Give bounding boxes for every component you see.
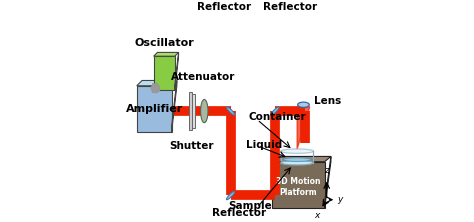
Text: Oscillator: Oscillator <box>134 38 194 48</box>
Text: Amplifier: Amplifier <box>126 104 183 114</box>
Polygon shape <box>172 81 177 132</box>
Text: x: x <box>314 211 319 220</box>
Ellipse shape <box>227 107 235 115</box>
FancyBboxPatch shape <box>189 92 192 130</box>
Polygon shape <box>175 52 179 90</box>
Text: y: y <box>337 195 343 204</box>
Ellipse shape <box>271 107 279 115</box>
Ellipse shape <box>281 149 313 153</box>
Text: Reflector: Reflector <box>197 2 251 12</box>
FancyBboxPatch shape <box>192 94 195 128</box>
Text: 3D Motion
Platform: 3D Motion Platform <box>276 177 320 197</box>
FancyBboxPatch shape <box>154 56 175 90</box>
Text: Reflector: Reflector <box>212 208 266 218</box>
Text: Shutter: Shutter <box>169 141 214 151</box>
Text: Liquid: Liquid <box>246 140 283 150</box>
Ellipse shape <box>298 102 309 107</box>
Polygon shape <box>137 81 177 86</box>
Text: Attenuator: Attenuator <box>171 71 236 81</box>
Text: Container: Container <box>248 112 306 122</box>
Polygon shape <box>154 52 179 56</box>
Ellipse shape <box>281 161 313 165</box>
Ellipse shape <box>283 158 311 161</box>
Polygon shape <box>272 157 331 162</box>
Polygon shape <box>297 107 310 149</box>
Text: Reflector: Reflector <box>263 2 317 12</box>
Ellipse shape <box>201 99 208 123</box>
FancyBboxPatch shape <box>272 162 325 208</box>
Text: z: z <box>324 166 329 175</box>
Ellipse shape <box>227 191 235 200</box>
FancyBboxPatch shape <box>137 86 172 132</box>
Polygon shape <box>325 157 331 208</box>
Text: Sample: Sample <box>228 201 272 211</box>
Text: Lens: Lens <box>314 95 341 105</box>
